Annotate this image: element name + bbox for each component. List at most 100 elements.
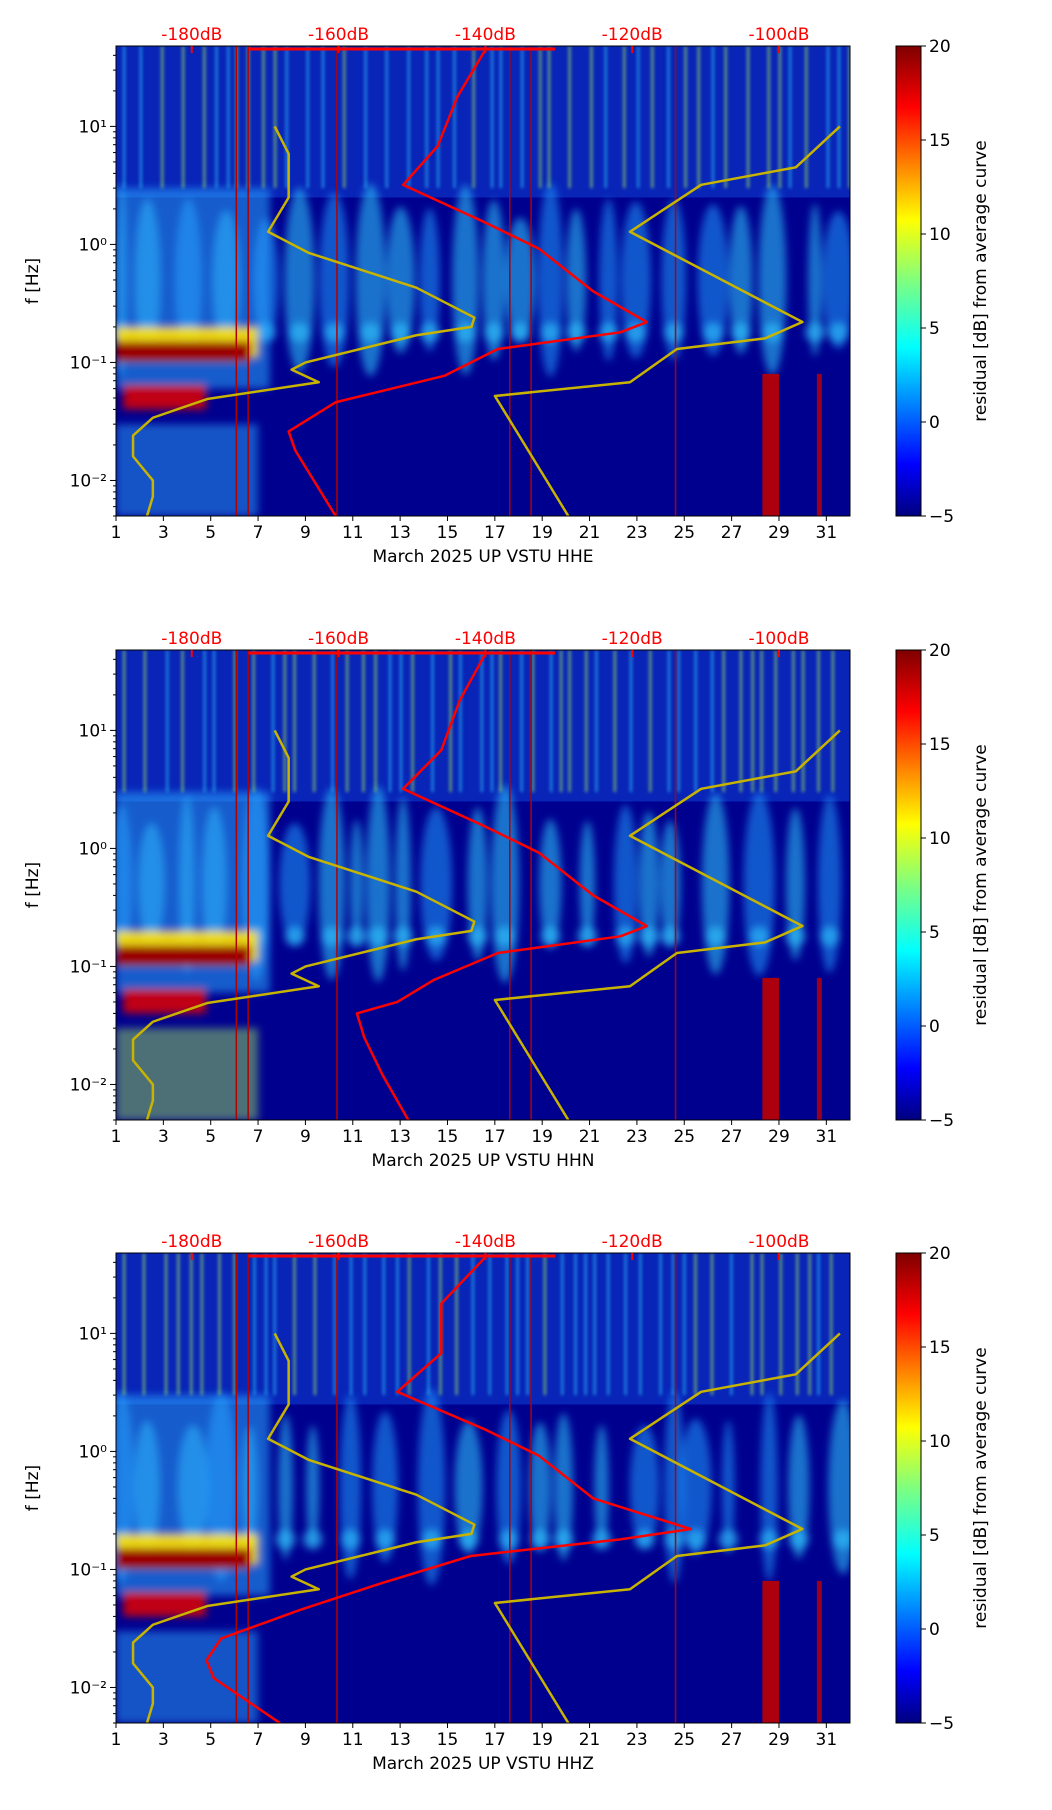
heatmap-streak (684, 46, 687, 189)
plot-frame (115, 1252, 851, 1724)
heatmap-streak (272, 650, 275, 793)
top-axis-label: -120dB (602, 629, 663, 649)
heatmap-streak (364, 46, 367, 189)
x-tick-label: 31 (816, 1127, 838, 1147)
top-axis-label: -180dB (161, 25, 222, 45)
heatmap-streak (407, 46, 410, 189)
colorbar-tick-label: 15 (929, 735, 951, 755)
colorbar-tick-label: 10 (929, 1432, 951, 1452)
heatmap-plume (284, 187, 315, 373)
heatmap-streak (683, 1253, 686, 1396)
heatmap-streak (293, 650, 296, 793)
heatmap-plume (318, 788, 346, 980)
heatmap-plume (705, 926, 726, 947)
x-tick-label: 11 (342, 1127, 364, 1147)
heatmap-streak (480, 650, 483, 793)
heatmap-streak (543, 1253, 546, 1396)
colorbar-tick-label: 20 (929, 641, 951, 661)
y-tick-label: 10⁻¹ (70, 957, 107, 977)
colorbar (895, 1252, 922, 1724)
heatmap-gap-line (247, 1253, 249, 1723)
top-axis-label: -160dB (308, 1232, 369, 1252)
heatmap-streak (459, 650, 462, 793)
average-psd-line (287, 50, 649, 516)
heatmap-gap-line (530, 46, 532, 516)
heatmap-streak (637, 46, 640, 189)
heatmap-streak (604, 46, 607, 189)
heatmap-streak (561, 1253, 564, 1396)
heatmap-streak (694, 1253, 697, 1396)
heatmap-plume (743, 791, 775, 976)
colorbar-label: residual [dB] from average curve (971, 744, 991, 1025)
y-tick-label: 10⁰ (79, 1442, 108, 1462)
heatmap-streak (817, 1253, 820, 1396)
heatmap-streak (639, 1253, 642, 1396)
x-tick-label: 13 (389, 523, 411, 543)
heatmap-plume (483, 322, 504, 343)
heatmap-plumes (116, 1388, 850, 1723)
x-tick-label: 7 (253, 523, 264, 543)
heatmap-streak (585, 650, 588, 793)
y-tick-label: 10⁻² (70, 1678, 107, 1698)
heatmap-streak (747, 46, 750, 189)
heatmap-streak (711, 650, 714, 793)
x-tick-label: 23 (626, 1730, 648, 1750)
colorbar-tick-label: 20 (929, 1244, 951, 1264)
heatmap-streak (453, 46, 456, 189)
heatmap-streak (521, 46, 524, 189)
heatmap-plume (663, 322, 684, 343)
heatmap-event (816, 977, 822, 1120)
heatmap-streak (499, 46, 502, 189)
heatmap-streak (623, 46, 626, 189)
heatmap-plume (828, 322, 849, 343)
heatmap-streak (584, 1253, 587, 1396)
heatmap-plume (530, 1529, 551, 1550)
heatmap-streak (724, 46, 727, 189)
heatmap-streak (190, 1253, 193, 1396)
x-tick-label: 9 (300, 523, 311, 543)
heatmap-streak (227, 46, 230, 189)
heatmap-plume (702, 322, 723, 343)
heatmap-streak (283, 650, 286, 793)
colorbar-label: residual [dB] from average curve (971, 1347, 991, 1628)
heatmap-streak (346, 650, 349, 793)
low-noise-model-line (131, 1332, 476, 1723)
heatmap-streak (411, 650, 414, 793)
heatmap-streak (203, 46, 206, 189)
x-tick-label: 23 (626, 523, 648, 543)
colorbar (895, 649, 922, 1121)
colorbar-tick-label: 0 (929, 1620, 940, 1640)
heatmap-streak (568, 46, 571, 189)
heatmap-streak (491, 46, 494, 189)
heatmap-streak (306, 46, 309, 189)
x-tick-label: 5 (205, 523, 216, 543)
heatmap-plume (386, 206, 415, 354)
heatmap-plume (718, 1529, 739, 1550)
heatmap-streak (590, 46, 593, 189)
colorbar-tick-label: −5 (929, 1714, 954, 1734)
heatmap-plume (346, 926, 367, 947)
heatmap-streak (751, 1253, 754, 1396)
heatmap-streak (166, 650, 169, 793)
heatmap-gap-line (235, 1253, 238, 1723)
heatmap-streaks (123, 650, 834, 793)
top-axis-label: -180dB (161, 1232, 222, 1252)
heatmap-streaks (123, 46, 850, 189)
y-tick-label: 10⁻¹ (70, 1560, 107, 1580)
x-axis-label: March 2025 UP VSTU HHZ (372, 1754, 594, 1774)
heatmap-plume (664, 1529, 685, 1550)
heatmap-hot-band-core (116, 1548, 251, 1570)
y-tick-label: 10⁰ (79, 839, 108, 859)
heatmap-streak (455, 1253, 458, 1396)
heatmap-streak (293, 1253, 296, 1396)
heatmap-plume (540, 322, 561, 343)
heatmap-streak (697, 46, 700, 189)
heatmap-streak (779, 1253, 782, 1396)
colorbar-tick-label: 15 (929, 1338, 951, 1358)
heatmap-streak (181, 650, 184, 793)
x-tick-label: 17 (484, 1127, 506, 1147)
heatmap-plume (284, 926, 305, 947)
x-tick-label: 19 (531, 523, 553, 543)
heatmap-hf-band (116, 46, 850, 198)
